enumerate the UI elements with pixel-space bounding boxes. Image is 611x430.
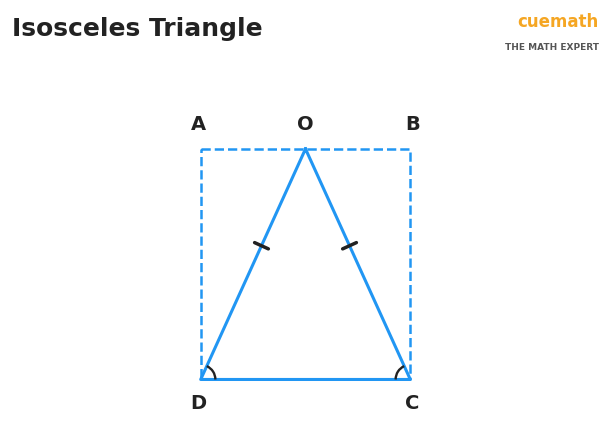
Text: C: C xyxy=(405,394,420,413)
Text: THE MATH EXPERT: THE MATH EXPERT xyxy=(505,43,599,52)
Text: Isosceles Triangle: Isosceles Triangle xyxy=(12,17,263,41)
Text: cuemath: cuemath xyxy=(518,13,599,31)
Text: D: D xyxy=(191,394,207,413)
Text: A: A xyxy=(191,115,206,134)
Text: O: O xyxy=(297,115,314,134)
Text: B: B xyxy=(405,115,420,134)
